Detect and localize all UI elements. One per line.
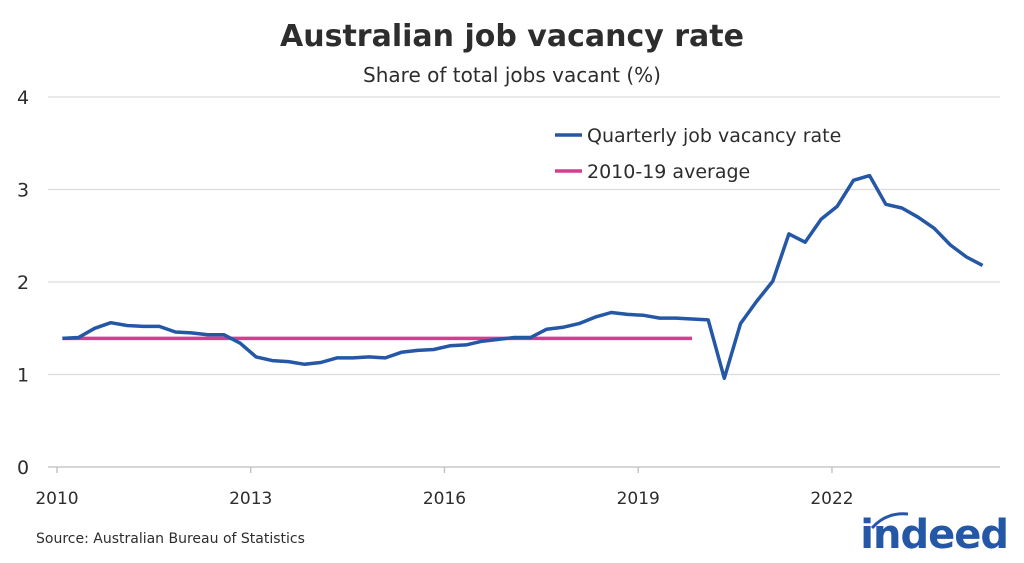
y-axis: 0 1 2 3 4 (17, 87, 29, 479)
x-tick-label: 2010 (35, 489, 78, 509)
series-lines (62, 176, 982, 379)
y-tick-label: 0 (17, 457, 29, 479)
indeed-logo: indeed (860, 512, 1008, 558)
chart-subtitle: Share of total jobs vacant (%) (363, 63, 661, 87)
y-tick-label: 1 (17, 365, 29, 387)
x-axis: 2010 2013 2016 2019 2022 (35, 467, 853, 509)
gridlines (48, 97, 1000, 467)
x-tick-label: 2013 (229, 489, 272, 509)
x-tick-label: 2022 (810, 489, 853, 509)
x-tick-label: 2019 (617, 489, 660, 509)
y-tick-label: 3 (17, 180, 29, 202)
legend: Quarterly job vacancy rate 2010-19 avera… (555, 125, 841, 183)
y-tick-label: 4 (17, 87, 29, 109)
legend-label-average: 2010-19 average (587, 161, 750, 183)
series-line-vacancy-rate (62, 176, 982, 379)
y-tick-label: 2 (17, 272, 29, 294)
legend-label-vacancy-rate: Quarterly job vacancy rate (587, 125, 841, 147)
x-tick-label: 2016 (423, 489, 466, 509)
source-note: Source: Australian Bureau of Statistics (36, 531, 305, 547)
chart-title: Australian job vacancy rate (280, 19, 744, 54)
